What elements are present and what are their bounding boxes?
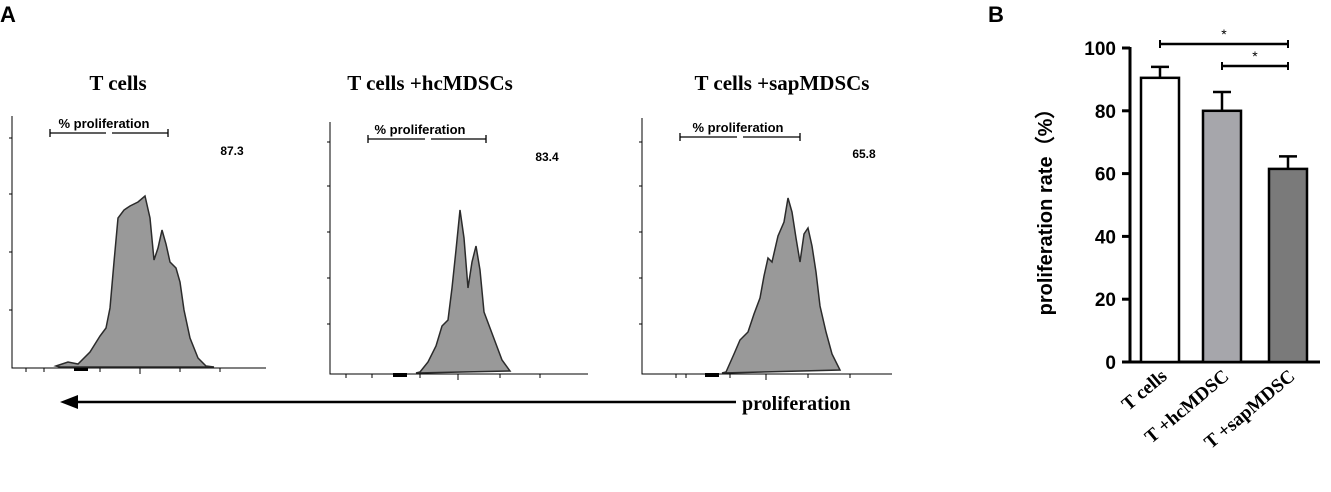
bar-chart-y-label: proliferation rate（%） (1034, 99, 1057, 316)
x-category-label: T cells (1118, 366, 1171, 415)
significance-star: * (1252, 48, 1258, 64)
histogram-x-ticks (675, 373, 851, 380)
significance-star: * (1221, 26, 1227, 42)
histogram-t-cells: T cells % proliferation 87.3 (9, 71, 266, 374)
gate-bar (49, 129, 169, 137)
bar (1201, 109, 1243, 364)
histogram-curve (53, 194, 215, 368)
gate-bar (679, 133, 801, 141)
arrow-head-icon (60, 395, 78, 409)
gate-bar (367, 135, 487, 143)
y-tick-label: 20 (1095, 290, 1116, 311)
histogram-y-ticks (639, 141, 642, 325)
panel-a-letter: A (0, 2, 16, 27)
histogram-title: T cells +hcMDSCs (347, 71, 513, 95)
y-tick-label: 100 (1084, 39, 1116, 60)
bar-chart-bars (1139, 65, 1309, 364)
panel-b-letter: B (988, 2, 1004, 27)
gate-label: % proliferation (374, 122, 465, 137)
y-tick-label: 60 (1095, 165, 1116, 186)
gate-value: 65.8 (852, 147, 876, 161)
bar-chart-significance: ** (1159, 26, 1289, 70)
gate-label: % proliferation (58, 116, 149, 131)
histogram-title: T cells (89, 71, 146, 95)
bar-chart-y-ticks: 0 20 40 60 80 100 (1084, 39, 1130, 374)
histogram-t-cells-sapmdscs: T cells +sapMDSCs % proliferation 65.8 (639, 71, 892, 380)
histogram-curve (415, 209, 512, 374)
gate-value: 83.4 (535, 150, 559, 164)
histogram-frame (641, 118, 892, 375)
histogram-curve (721, 197, 842, 374)
histogram-t-cells-hcmdscs: T cells +hcMDSCs % proliferation 83.4 (327, 71, 588, 380)
y-tick-label: 0 (1105, 353, 1116, 374)
histogram-x-ticks (345, 373, 541, 380)
gate-label: % proliferation (692, 120, 783, 135)
bar (1139, 76, 1181, 364)
histogram-frame (11, 116, 266, 369)
arrow-label: proliferation (742, 393, 851, 415)
y-tick-label: 40 (1095, 227, 1116, 248)
histogram-frame (329, 122, 588, 375)
histogram-x-ticks (25, 367, 221, 374)
histogram-title: T cells +sapMDSCs (695, 71, 870, 95)
histogram-y-ticks (9, 137, 12, 311)
y-tick-label: 80 (1095, 102, 1116, 123)
histogram-y-ticks (327, 141, 330, 325)
proliferation-arrow: proliferation (60, 393, 851, 415)
gate-value: 87.3 (220, 144, 244, 158)
bar (1267, 167, 1309, 364)
